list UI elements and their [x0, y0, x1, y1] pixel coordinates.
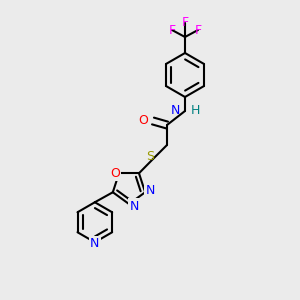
Text: O: O	[110, 167, 120, 180]
Text: F: F	[168, 23, 175, 37]
Text: F: F	[194, 23, 202, 37]
Text: N: N	[171, 104, 180, 118]
Text: N: N	[129, 200, 139, 212]
Text: F: F	[182, 16, 189, 29]
Text: N: N	[146, 184, 155, 197]
Text: O: O	[138, 115, 148, 128]
Text: H: H	[191, 104, 200, 118]
Text: S: S	[146, 151, 154, 164]
Text: N: N	[90, 237, 100, 250]
